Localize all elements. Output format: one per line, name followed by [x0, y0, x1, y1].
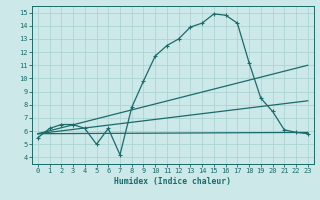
X-axis label: Humidex (Indice chaleur): Humidex (Indice chaleur)	[114, 177, 231, 186]
